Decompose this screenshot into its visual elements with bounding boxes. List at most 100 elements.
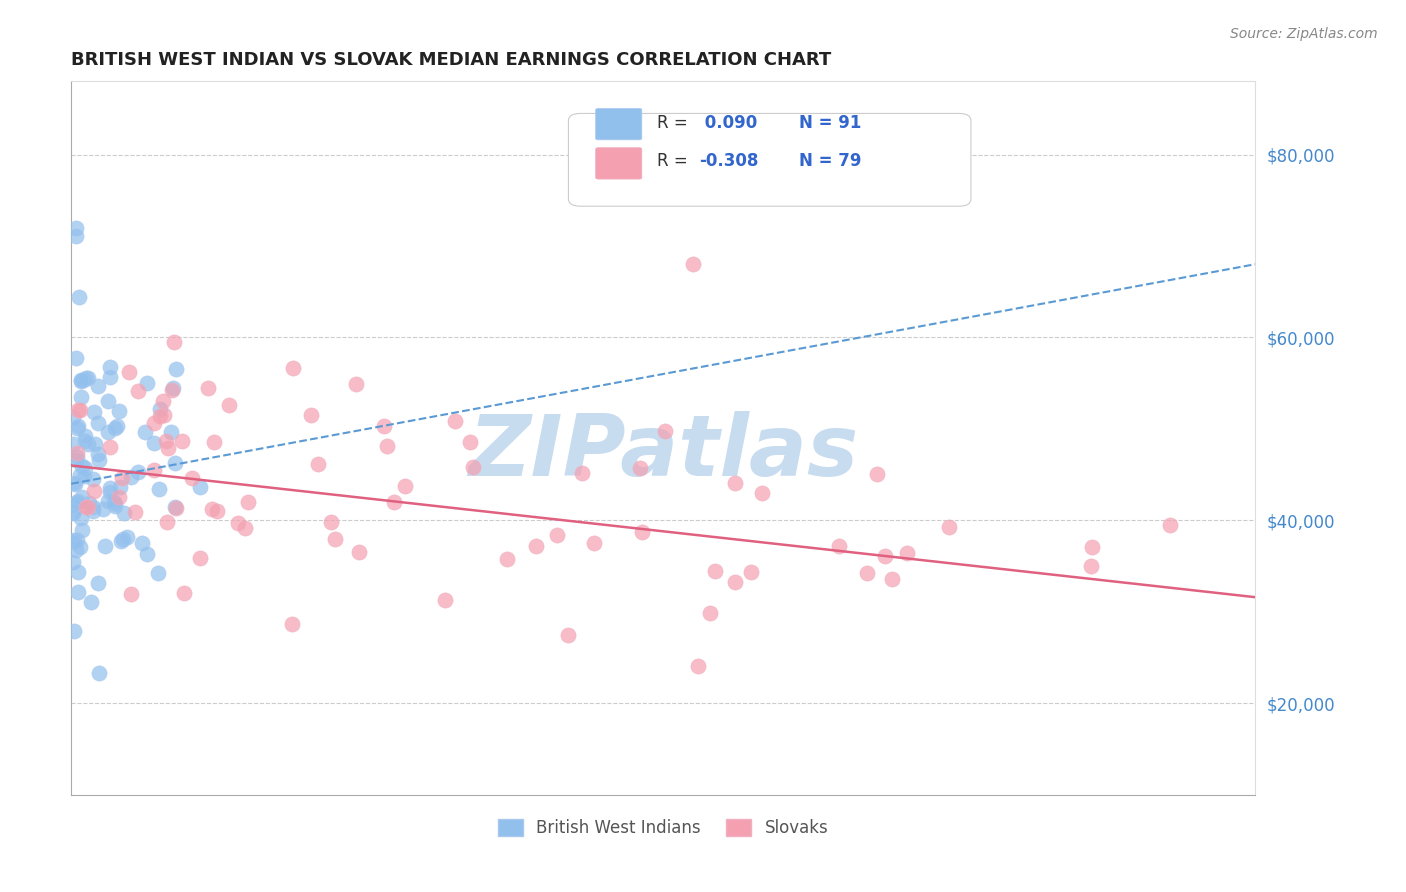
Point [108,490,131,504]
Point [321,515,343,529]
Point [110,534,132,549]
Text: -0.308: -0.308 [699,153,758,170]
Point [1080,541,1102,555]
Point [142,416,165,430]
Point [117,366,139,380]
Point [66,494,89,508]
Point [201,502,224,516]
Point [856,566,879,581]
Point [127,465,149,479]
Point [69,467,91,482]
Point [546,528,568,542]
Point [434,592,457,607]
Point [938,520,960,534]
Point [103,495,125,509]
Point [67,584,90,599]
Point [307,457,329,471]
Point [89,452,111,467]
Point [75,500,97,515]
Text: N = 79: N = 79 [799,153,862,170]
Point [77,371,100,385]
Point [72,373,94,387]
Point [65,220,87,235]
Point [112,506,135,520]
Point [108,480,131,494]
Point [87,665,110,680]
Point [82,500,104,514]
Text: ZIPatlas: ZIPatlas [468,411,858,494]
Point [394,479,416,493]
Point [628,461,651,475]
Point [153,408,176,422]
Point [105,419,128,434]
Point [207,504,229,518]
Point [571,466,593,480]
Point [62,475,84,490]
Point [120,586,142,600]
Point [93,502,115,516]
Point [115,530,138,544]
Point [87,378,110,392]
Point [63,624,86,639]
Point [460,434,482,449]
Point [347,544,370,558]
Point [83,483,105,498]
Point [180,471,202,485]
Point [704,564,727,578]
Point [197,381,219,395]
Text: BRITISH WEST INDIAN VS SLOVAK MEDIAN EARNINGS CORRELATION CHART: BRITISH WEST INDIAN VS SLOVAK MEDIAN EAR… [72,51,831,69]
Point [98,484,121,499]
Point [98,360,121,375]
Point [152,394,174,409]
Point [66,565,89,579]
Point [62,505,84,519]
Point [120,470,142,484]
Point [66,494,89,508]
Point [104,500,127,514]
Point [108,404,131,418]
Point [160,425,183,439]
Point [1080,558,1102,573]
Point [70,511,93,525]
Point [104,421,127,435]
Point [98,481,121,495]
Point [69,403,91,417]
Text: N = 91: N = 91 [799,113,862,132]
Point [77,437,100,451]
FancyBboxPatch shape [596,148,641,179]
Point [382,495,405,509]
Point [62,506,84,520]
Point [82,472,104,486]
Point [75,429,97,443]
Point [163,334,186,349]
Text: R =: R = [657,153,693,170]
Point [69,373,91,387]
Point [73,468,96,483]
Point [66,450,89,465]
Point [162,383,184,397]
Point [373,419,395,434]
Point [98,440,121,454]
Point [77,496,100,510]
Point [828,540,851,554]
Point [496,551,519,566]
Point [62,410,84,425]
Point [299,408,322,422]
Point [740,565,762,579]
Point [149,402,172,417]
Point [236,495,259,509]
Point [686,658,709,673]
Point [66,533,89,548]
Point [104,497,127,511]
Point [142,463,165,477]
Point [66,421,89,435]
Point [875,549,897,564]
Point [69,540,91,554]
Point [97,493,120,508]
Point [281,616,304,631]
Point [80,595,103,609]
Point [135,547,157,561]
Point [73,434,96,448]
Point [156,515,179,529]
Point [134,425,156,439]
